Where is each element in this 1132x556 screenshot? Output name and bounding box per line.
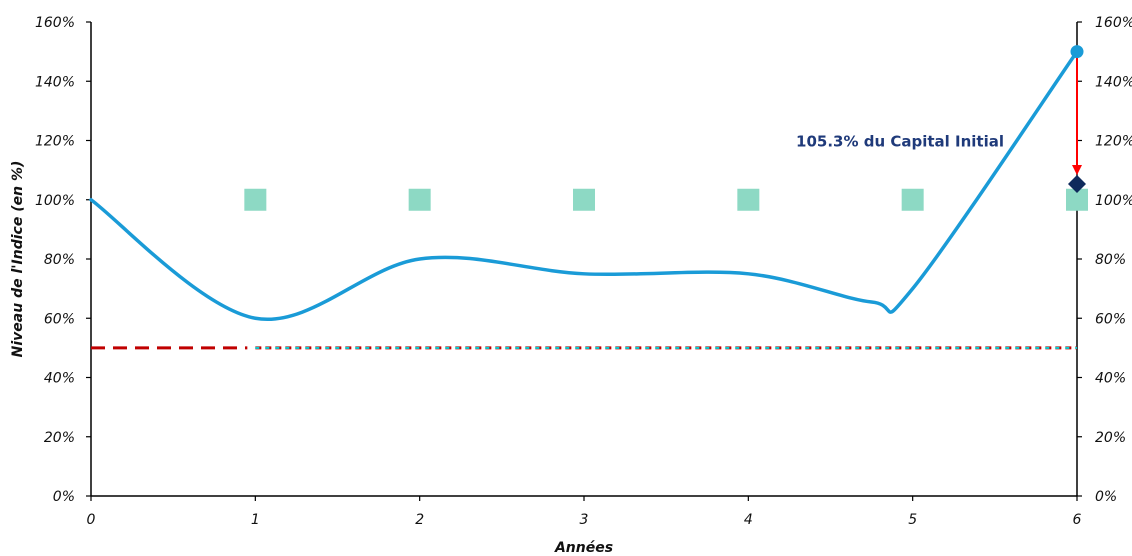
x-tick-label: 4	[744, 512, 753, 528]
x-tick-label: 1	[251, 512, 260, 528]
y-tick-label-left: 120%	[35, 134, 75, 150]
x-tick-label: 5	[908, 512, 917, 528]
y-tick-label-left: 0%	[53, 489, 75, 505]
redemption-diamond	[1068, 175, 1086, 194]
axes: 0% 0% 20% 20% 40% 40% 60% 60% 80% 80% 100% 100% 120%…	[35, 15, 1132, 528]
observation-marker	[573, 188, 595, 211]
y-tick-label-left: 20%	[44, 430, 75, 446]
y-tick-label-right: 0%	[1095, 489, 1117, 505]
x-tick-label: 0	[87, 512, 96, 528]
y-tick-label-right: 20%	[1095, 430, 1126, 446]
observation-marker	[1066, 188, 1088, 211]
x-tick-label: 6	[1073, 512, 1082, 528]
observation-marker	[901, 188, 924, 211]
y-tick-label-right: 60%	[1095, 311, 1126, 327]
y-tick-label-left: 160%	[35, 15, 75, 31]
y-tick-label-right: 80%	[1095, 252, 1126, 268]
y-tick-label-right: 40%	[1095, 371, 1126, 387]
y-tick-label-left: 100%	[35, 193, 75, 209]
y-tick-label-left: 80%	[44, 252, 75, 268]
labels: 105.3% du Capital Initial Années Niveau …	[10, 133, 1004, 556]
final-index-point	[1070, 45, 1084, 59]
y-tick-label-left: 140%	[35, 74, 75, 90]
series	[89, 45, 1088, 350]
y-axis-title: Niveau de l'Indice (en %)	[10, 161, 26, 358]
x-tick-label: 3	[580, 512, 589, 528]
index-curve-line	[89, 49, 1079, 322]
y-tick-label-right: 140%	[1095, 74, 1132, 90]
observation-marker	[408, 188, 431, 211]
annotation-label: 105.3% du Capital Initial	[796, 133, 1004, 151]
y-tick-label-left: 60%	[44, 311, 75, 327]
observation-marker	[737, 188, 760, 211]
y-tick-label-right: 120%	[1095, 134, 1132, 150]
y-tick-label-right: 100%	[1095, 193, 1132, 209]
x-axis-title: Années	[554, 540, 613, 556]
x-tick-label: 2	[415, 512, 424, 528]
y-tick-label-left: 40%	[44, 371, 75, 387]
observation-marker	[244, 188, 267, 211]
y-tick-label-right: 160%	[1095, 15, 1132, 31]
